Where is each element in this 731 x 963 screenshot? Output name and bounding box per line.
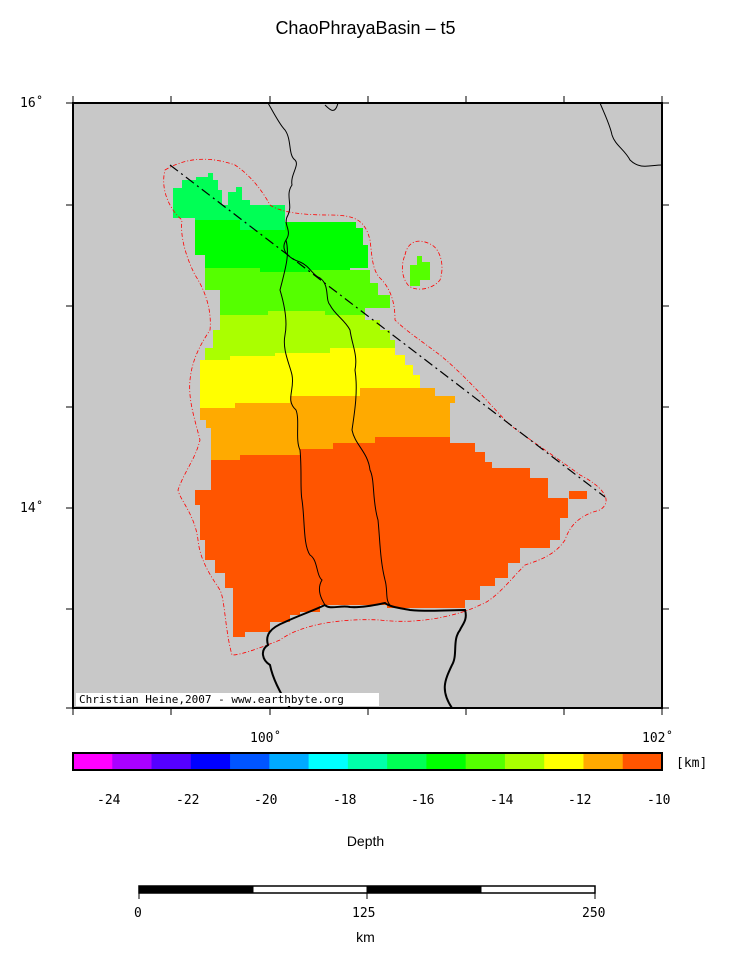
- band-yellow: [200, 348, 420, 408]
- colorbar-swatch: [347, 753, 388, 770]
- credit-text: Christian Heine,2007 - www.earthbyte.org: [79, 693, 344, 706]
- lat-label-14: 14˚: [20, 501, 44, 516]
- colorbar-swatch: [112, 753, 153, 770]
- scale-bar: [138, 885, 596, 899]
- colorbar-tick: -12: [568, 793, 592, 808]
- credit-box: [76, 693, 379, 706]
- colorbar-tick: -14: [490, 793, 514, 808]
- band-deep-orange: [195, 437, 568, 637]
- colorbar: [73, 753, 663, 770]
- scale-segment: [480, 885, 596, 894]
- depth-grid: [173, 173, 587, 637]
- scale-segment: [139, 886, 253, 893]
- band-orange: [200, 388, 455, 460]
- colorbar-tick: -16: [411, 793, 435, 808]
- colorbar-swatch: [151, 753, 192, 770]
- band-green-light: [205, 268, 390, 315]
- colorbar-swatch: [583, 753, 624, 770]
- scale-tick: 125: [352, 906, 376, 921]
- coastline: [262, 601, 467, 709]
- colorbar-tick: -18: [333, 793, 357, 808]
- scale-segment: [252, 885, 368, 894]
- map-title: ChaoPhrayaBasin – t5: [275, 18, 456, 38]
- lon-label-102: 102˚: [642, 731, 674, 746]
- colorbar-tick: -24: [97, 793, 121, 808]
- colorbar-label: Depth: [346, 833, 385, 849]
- rivers: [267, 102, 663, 606]
- scale-tick: 250: [582, 906, 606, 921]
- band-spring-green-patch: [240, 205, 285, 230]
- colorbar-swatch: [504, 753, 545, 770]
- colorbar-tick: -22: [176, 793, 200, 808]
- colorbar-swatch: [73, 753, 113, 770]
- basin-outline: [163, 158, 607, 656]
- scale-unit: km: [356, 929, 375, 945]
- outline-east-lobe: [401, 240, 443, 290]
- colorbar-swatch: [622, 753, 663, 770]
- lon-label-100: 100˚: [250, 731, 282, 746]
- colorbar-tick: -20: [254, 793, 278, 808]
- colorbar-swatch: [387, 753, 427, 770]
- colorbar-swatch: [230, 753, 270, 770]
- lat-label-16: 16˚: [20, 96, 44, 111]
- scale-segment: [367, 886, 481, 893]
- colorbar-tick: -10: [647, 793, 671, 808]
- colorbar-swatch: [465, 753, 506, 770]
- scale-tick: 0: [134, 906, 142, 921]
- band-yellow-green: [205, 311, 395, 360]
- colorbar-swatch: [426, 753, 467, 770]
- colorbar-swatch: [544, 753, 584, 770]
- band-deep-orange-islet: [569, 491, 587, 499]
- colorbar-unit: [km]: [676, 756, 708, 771]
- band-green-light-islet: [410, 256, 430, 286]
- frame-ticks: [66, 96, 669, 715]
- band-green: [195, 220, 368, 272]
- colorbar-swatch: [308, 753, 349, 770]
- colorbar-swatch: [269, 753, 310, 770]
- colorbar-frame: [72, 752, 663, 771]
- colorbar-swatch: [190, 753, 231, 770]
